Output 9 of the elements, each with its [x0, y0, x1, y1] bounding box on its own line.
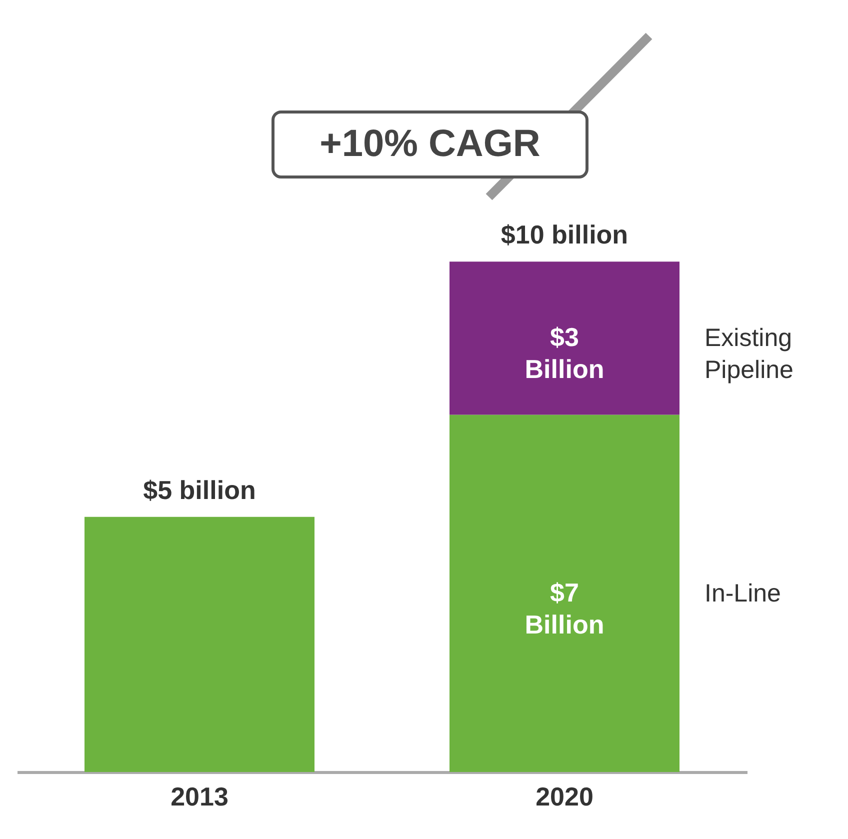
total-label: $5 billion [143, 474, 256, 505]
x-tick-label: 2013 [170, 782, 228, 812]
data-label: $3 Billion [524, 322, 604, 384]
x-tick-label: 2020 [536, 782, 594, 812]
text: +10% CAGR [320, 123, 540, 165]
series-label: In-Line [704, 579, 781, 608]
data-label: $7 Billion [524, 577, 604, 640]
total-label: $10 billion [500, 220, 628, 250]
series-label: Existing Pipeline [704, 324, 794, 384]
